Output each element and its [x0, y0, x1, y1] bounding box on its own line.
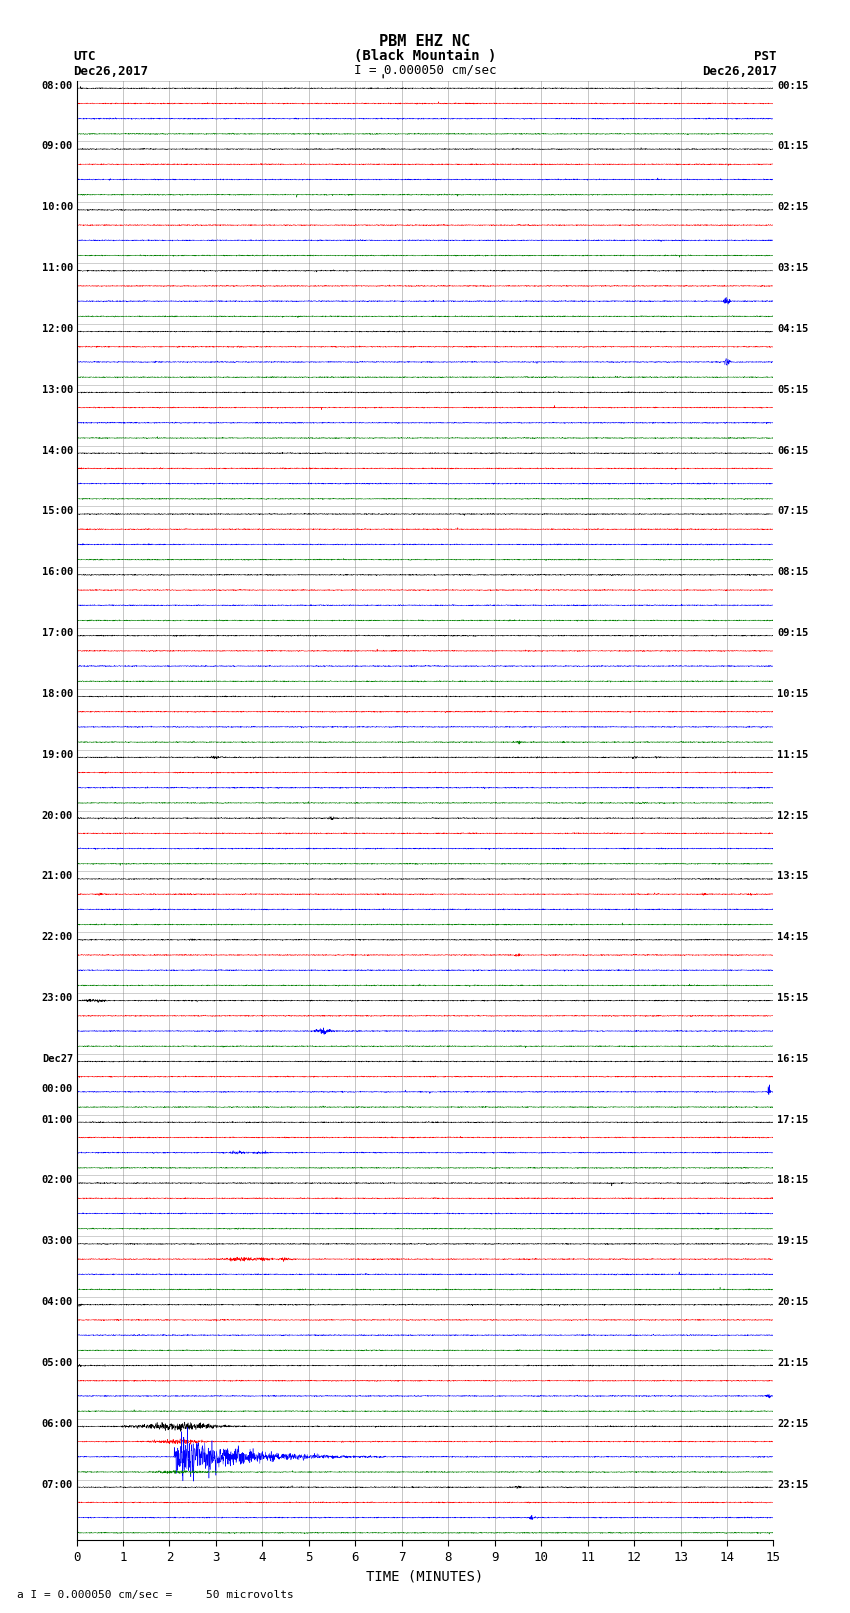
Text: 08:15: 08:15	[777, 568, 808, 577]
Text: 12:00: 12:00	[42, 324, 73, 334]
Text: I = 0.000050 cm/sec: I = 0.000050 cm/sec	[354, 63, 496, 76]
Text: 10:15: 10:15	[777, 689, 808, 698]
Text: 06:00: 06:00	[42, 1419, 73, 1429]
Text: PST: PST	[755, 50, 777, 63]
Text: 15:00: 15:00	[42, 506, 73, 516]
Text: 06:15: 06:15	[777, 445, 808, 455]
Text: 02:15: 02:15	[777, 202, 808, 213]
Text: 05:00: 05:00	[42, 1358, 73, 1368]
Text: 07:00: 07:00	[42, 1479, 73, 1489]
Text: 11:00: 11:00	[42, 263, 73, 273]
Text: 00:00: 00:00	[42, 1084, 73, 1094]
Text: 20:15: 20:15	[777, 1297, 808, 1307]
Text: 15:15: 15:15	[777, 994, 808, 1003]
Text: 09:15: 09:15	[777, 627, 808, 639]
Text: 16:00: 16:00	[42, 568, 73, 577]
Text: 05:15: 05:15	[777, 386, 808, 395]
Text: 16:15: 16:15	[777, 1053, 808, 1065]
Text: 00:15: 00:15	[777, 81, 808, 90]
Text: 01:15: 01:15	[777, 142, 808, 152]
Text: 18:15: 18:15	[777, 1176, 808, 1186]
Text: 03:00: 03:00	[42, 1236, 73, 1247]
Text: 13:15: 13:15	[777, 871, 808, 881]
Text: 23:15: 23:15	[777, 1479, 808, 1489]
Text: 09:00: 09:00	[42, 142, 73, 152]
Text: 20:00: 20:00	[42, 810, 73, 821]
Text: 04:15: 04:15	[777, 324, 808, 334]
Text: 18:00: 18:00	[42, 689, 73, 698]
Text: Dec26,2017: Dec26,2017	[702, 65, 777, 77]
Text: 19:00: 19:00	[42, 750, 73, 760]
Text: 21:15: 21:15	[777, 1358, 808, 1368]
Text: 17:00: 17:00	[42, 627, 73, 639]
Text: 01:00: 01:00	[42, 1115, 73, 1124]
Text: 03:15: 03:15	[777, 263, 808, 273]
Text: 14:15: 14:15	[777, 932, 808, 942]
Text: (Black Mountain ): (Black Mountain )	[354, 48, 496, 63]
Text: 08:00: 08:00	[42, 81, 73, 90]
Text: 22:15: 22:15	[777, 1419, 808, 1429]
Text: 14:00: 14:00	[42, 445, 73, 455]
Text: Dec26,2017: Dec26,2017	[73, 65, 148, 77]
Text: 21:00: 21:00	[42, 871, 73, 881]
Text: Dec27: Dec27	[42, 1053, 73, 1065]
Text: 13:00: 13:00	[42, 386, 73, 395]
Text: 23:00: 23:00	[42, 994, 73, 1003]
Text: 22:00: 22:00	[42, 932, 73, 942]
Text: a I = 0.000050 cm/sec =     50 microvolts: a I = 0.000050 cm/sec = 50 microvolts	[17, 1590, 294, 1600]
Text: UTC: UTC	[73, 50, 95, 63]
X-axis label: TIME (MINUTES): TIME (MINUTES)	[366, 1569, 484, 1584]
Text: 02:00: 02:00	[42, 1176, 73, 1186]
Text: 12:15: 12:15	[777, 810, 808, 821]
Text: 10:00: 10:00	[42, 202, 73, 213]
Text: 11:15: 11:15	[777, 750, 808, 760]
Text: 07:15: 07:15	[777, 506, 808, 516]
Text: 17:15: 17:15	[777, 1115, 808, 1124]
Text: PBM EHZ NC: PBM EHZ NC	[379, 34, 471, 48]
Text: 04:00: 04:00	[42, 1297, 73, 1307]
Text: 19:15: 19:15	[777, 1236, 808, 1247]
